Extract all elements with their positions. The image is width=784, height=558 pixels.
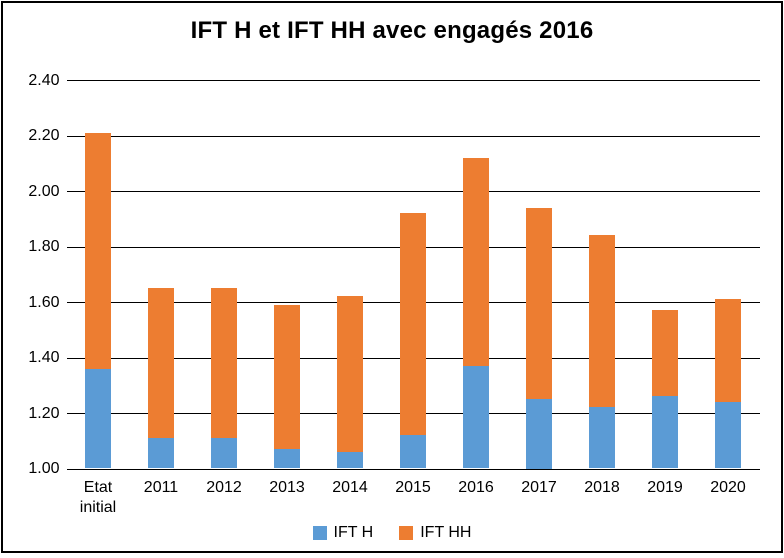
- bar-segment-ift-hh-2019: [652, 310, 678, 397]
- x-axis-label-2017: 2017: [521, 478, 557, 496]
- x-axis-label-2020: 2020: [710, 478, 746, 496]
- legend-swatch-icon: [399, 526, 414, 540]
- x-axis-label-2015: 2015: [395, 478, 431, 496]
- bar-segment-ift-hh-2015: [400, 213, 426, 436]
- bar-segment-ift-h-2011: [148, 437, 174, 469]
- gridline: [66, 135, 760, 137]
- x-axis-label-2012: 2012: [206, 478, 242, 496]
- chart-legend: IFT H IFT HH: [3, 524, 781, 542]
- bar-segment-ift-hh-2013: [274, 304, 300, 450]
- legend-item-ift-hh: IFT HH: [399, 524, 471, 542]
- y-axis-tick-label: 2.20: [28, 127, 60, 144]
- bar-segment-ift-h-2012: [211, 437, 237, 469]
- y-axis-tick-label: 1.80: [28, 238, 60, 255]
- bar-segment-ift-hh-2014: [337, 296, 363, 452]
- bar-segment-ift-h-2017: [526, 399, 552, 469]
- bar-segment-ift-h-2014: [337, 451, 363, 469]
- x-axis-label-2014: 2014: [332, 478, 368, 496]
- x-axis-label-2018: 2018: [584, 478, 620, 496]
- bar-segment-ift-hh-2018: [589, 235, 615, 408]
- bar-segment-ift-hh-2016: [463, 157, 489, 366]
- bar-segment-ift-h-2013: [274, 449, 300, 469]
- bar-segment-ift-h-2019: [652, 396, 678, 469]
- y-axis-tick-label: 1.40: [28, 349, 60, 366]
- legend-label: IFT HH: [420, 524, 472, 541]
- bar-segment-ift-h-2016: [463, 365, 489, 469]
- legend-swatch-icon: [312, 526, 327, 540]
- bar-segment-ift-hh-2011: [148, 288, 174, 438]
- y-axis-tick-label: 2.00: [28, 182, 60, 200]
- chart-title: IFT H et IFT HH avec engagés 2016: [190, 17, 594, 44]
- y-axis-tick-label: 2.40: [28, 71, 60, 89]
- gridline: [66, 468, 760, 470]
- gridline: [66, 191, 760, 192]
- legend-label: IFT H: [333, 524, 374, 541]
- bar-segment-ift-h-2018: [589, 407, 615, 469]
- bar-segment-ift-hh-2012: [211, 288, 237, 438]
- x-axis-label-2013: 2013: [269, 478, 305, 496]
- y-axis-tick-label: 1.00: [28, 460, 60, 477]
- bar-segment-ift-h-etat-initial: [85, 368, 111, 469]
- y-axis-tick-label: 1.60: [28, 293, 60, 311]
- x-axis-label-etat-initial: Etat initial: [79, 478, 117, 516]
- y-axis-tick-label: 1.20: [28, 404, 60, 422]
- bar-segment-ift-h-2015: [400, 435, 426, 469]
- x-axis-label-2016: 2016: [458, 478, 494, 496]
- x-axis-label-2019: 2019: [647, 478, 683, 496]
- legend-item-ift-h: IFT H: [312, 524, 374, 542]
- x-axis-label-2011: 2011: [143, 478, 179, 496]
- gridline: [66, 80, 760, 81]
- bar-segment-ift-hh-2020: [715, 299, 741, 402]
- bar-segment-ift-hh-2017: [526, 207, 552, 400]
- bar-segment-ift-h-2020: [715, 401, 741, 469]
- bar-segment-ift-hh-etat-initial: [85, 132, 111, 369]
